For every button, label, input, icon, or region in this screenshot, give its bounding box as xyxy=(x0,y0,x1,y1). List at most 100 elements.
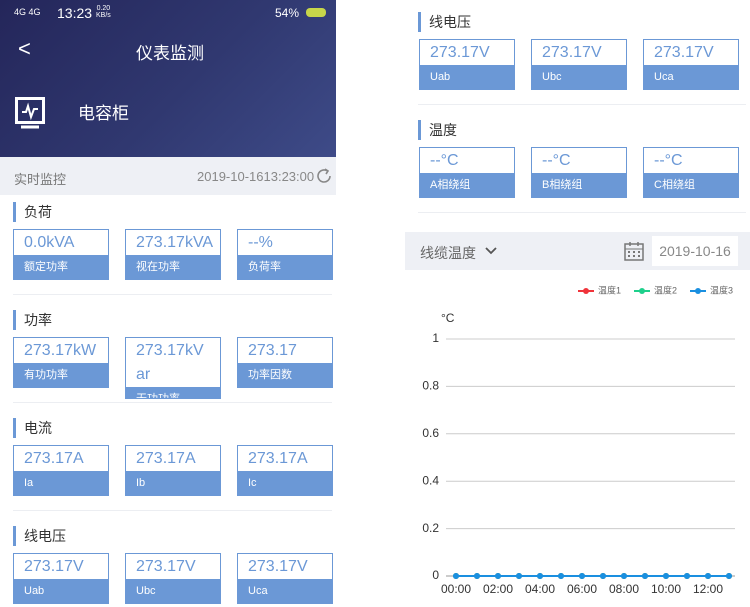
data-point xyxy=(600,573,606,579)
data-point xyxy=(558,573,564,579)
data-point xyxy=(663,573,669,579)
legend-marker-dot xyxy=(695,288,701,294)
y-tick-label: 1 xyxy=(432,331,439,345)
legend-marker-dot xyxy=(583,288,589,294)
metric-value: 273.17V xyxy=(24,558,84,575)
metric-value: 273.17A xyxy=(24,450,84,467)
legend-label: 温度2 xyxy=(654,284,677,295)
x-tick-label: 12:00 xyxy=(693,582,723,596)
metric-label: 负荷率 xyxy=(238,255,332,279)
y-tick-label: 0.4 xyxy=(422,473,439,487)
section-title: 功率 xyxy=(13,310,52,330)
back-button[interactable]: < xyxy=(18,36,31,61)
metric-card: --°C A相绕组 xyxy=(419,147,515,198)
filter-bar: 线缆温度 2019-10-16 xyxy=(405,232,750,270)
metric-value: --°C xyxy=(542,152,571,169)
metric-card: 273.17V Uab xyxy=(13,553,109,604)
metric-label: Ic xyxy=(238,471,332,495)
metric-value: 273.17V xyxy=(542,44,602,61)
legend-label: 温度1 xyxy=(598,284,621,295)
x-tick-label: 08:00 xyxy=(609,582,639,596)
metric-label: 视在功率 xyxy=(126,255,220,279)
y-tick-label: 0 xyxy=(432,568,439,582)
y-tick-label: 0.6 xyxy=(422,426,439,440)
metric-value: 273.17kW xyxy=(24,342,97,359)
metric-label: Uab xyxy=(420,65,514,89)
metric-label: Uca xyxy=(238,579,332,603)
battery: 54% xyxy=(275,6,300,20)
metric-value: --°C xyxy=(430,152,459,169)
data-point xyxy=(537,573,543,579)
metric-card: 273.17V Uca xyxy=(237,553,333,604)
y-tick-label: 0.2 xyxy=(422,521,439,535)
net-speed-value: 0.20 xyxy=(96,5,111,12)
metric-label: Ubc xyxy=(126,579,220,603)
metric-card: --% 负荷率 xyxy=(237,229,333,280)
metric-value: 273.17 xyxy=(248,342,297,359)
metric-card: 273.17V Uca xyxy=(643,39,739,90)
net-speed-unit: KB/s xyxy=(96,12,111,19)
filter-label[interactable]: 线缆温度 xyxy=(420,245,476,261)
time: 13:23 xyxy=(57,5,93,21)
data-point xyxy=(579,573,585,579)
separator xyxy=(13,294,332,295)
y-axis-label: °C xyxy=(441,311,455,325)
metric-label: 无功功率 xyxy=(126,387,220,398)
dropdown-arrow[interactable] xyxy=(485,246,497,256)
refresh-button[interactable] xyxy=(315,167,333,185)
calendar-icon[interactable] xyxy=(623,240,645,262)
left-screen: 4G 4G 13:23 0.20 KB/s 54% < 仪表监测 电容柜 实时监控… xyxy=(0,0,336,607)
metric-value: 273.17V xyxy=(248,558,308,575)
metric-label: 额定功率 xyxy=(14,255,108,279)
metric-card: 273.17kW 有功功率 xyxy=(13,337,109,388)
section-title: 线电压 xyxy=(13,526,66,546)
section-title: 线电压 xyxy=(418,12,471,32)
metric-label: Uab xyxy=(14,579,108,603)
toolbar-datetime: 2019-10-1613:23:00 xyxy=(197,169,315,184)
data-point xyxy=(474,573,480,579)
metric-label: Ib xyxy=(126,471,220,495)
metric-value: 273.17A xyxy=(248,450,308,467)
battery-icon xyxy=(306,8,326,17)
metric-card: --°C C相绕组 xyxy=(643,147,739,198)
data-point xyxy=(453,573,459,579)
metric-value: --°C xyxy=(654,152,683,169)
separator xyxy=(418,104,746,105)
data-point xyxy=(705,573,711,579)
metric-value: 273.17kVar xyxy=(136,342,204,383)
page-title: 仪表监测 xyxy=(136,44,204,63)
metric-label: C相绕组 xyxy=(644,173,738,197)
metric-value: 273.17V xyxy=(654,44,714,61)
metric-card: 273.17kVA 视在功率 xyxy=(125,229,221,280)
legend-marker-dot xyxy=(639,288,645,294)
metric-card: 273.17 功率因数 xyxy=(237,337,333,388)
toolbar-label: 实时监控 xyxy=(14,172,67,187)
chart: °C 0 0.2 0.4 0.6 0.8 1 00:00 02:00 04:00 06:00 08:0… xyxy=(422,284,735,596)
metric-label: Ia xyxy=(14,471,108,495)
metric-label: Uca xyxy=(644,65,738,89)
metric-card: 273.17V Ubc xyxy=(531,39,627,90)
net-speed: 0.20 KB/s xyxy=(96,5,111,19)
right-screen: 线缆温度 2019-10-16 °C 0 0.2 0.4 0.6 0.8 1 00:00 02:… xyxy=(405,0,750,607)
metric-card: 273.17A Ic xyxy=(237,445,333,496)
x-tick-label: 02:00 xyxy=(483,582,513,596)
metric-value: 273.17V xyxy=(136,558,196,575)
data-point xyxy=(495,573,501,579)
date-picker[interactable]: 2019-10-16 xyxy=(652,236,738,266)
metric-label: B相绕组 xyxy=(532,173,626,197)
metric-value: 0.0kVA xyxy=(24,234,75,251)
device-icon xyxy=(15,97,45,129)
separator xyxy=(13,510,332,511)
metric-card: 0.0kVA 额定功率 xyxy=(13,229,109,280)
x-tick-label: 10:00 xyxy=(651,582,681,596)
toolbar: 实时监控 2019-10-1613:23:00 xyxy=(0,157,336,195)
x-tick-label: 00:00 xyxy=(441,582,471,596)
data-point xyxy=(684,573,690,579)
separator xyxy=(13,402,332,403)
section-title: 温度 xyxy=(418,120,457,140)
metric-card: 273.17V Uab xyxy=(419,39,515,90)
metric-value: --% xyxy=(248,234,273,251)
legend-label: 温度3 xyxy=(710,284,733,295)
data-point xyxy=(621,573,627,579)
